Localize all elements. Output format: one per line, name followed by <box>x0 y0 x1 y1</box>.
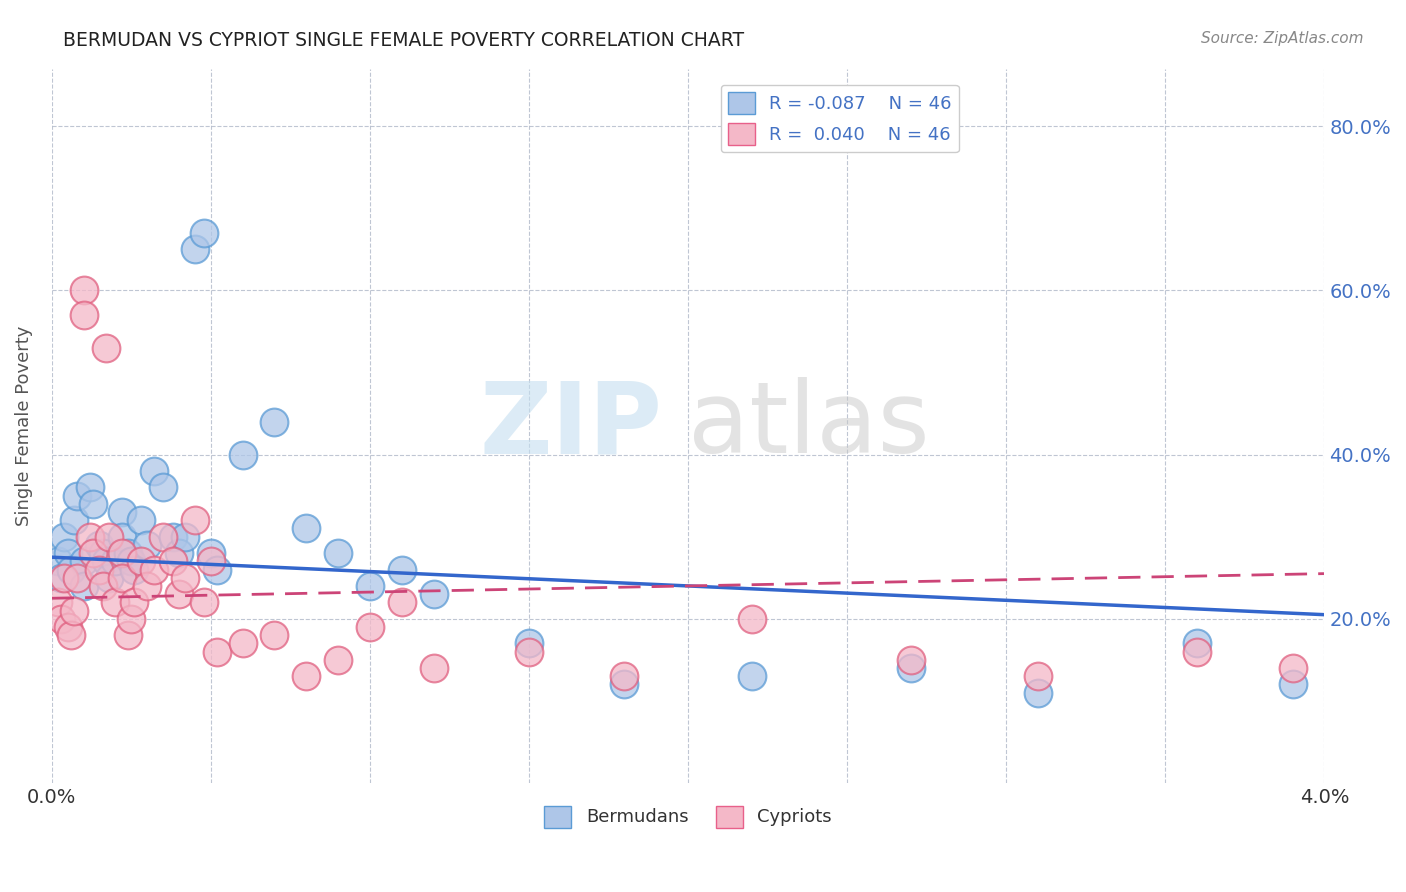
Point <box>98 530 121 544</box>
Point <box>142 464 165 478</box>
Point <box>1281 661 1303 675</box>
Point <box>53 571 76 585</box>
Point <box>63 513 86 527</box>
Point <box>1026 686 1049 700</box>
Point <box>167 587 190 601</box>
Point <box>174 530 197 544</box>
Point <box>162 554 184 568</box>
Point <box>59 562 82 576</box>
Text: ZIP: ZIP <box>479 377 662 475</box>
Point <box>104 554 127 568</box>
Y-axis label: Single Female Poverty: Single Female Poverty <box>15 326 32 526</box>
Point <box>613 677 636 691</box>
Point <box>263 628 285 642</box>
Point <box>46 595 69 609</box>
Point <box>263 415 285 429</box>
Point <box>111 505 134 519</box>
Point <box>326 546 349 560</box>
Point <box>51 612 73 626</box>
Point <box>111 530 134 544</box>
Point <box>152 530 174 544</box>
Point <box>124 562 146 576</box>
Point <box>104 595 127 609</box>
Point <box>295 669 318 683</box>
Point <box>422 587 444 601</box>
Point <box>152 480 174 494</box>
Point <box>72 579 94 593</box>
Point <box>391 595 413 609</box>
Point <box>89 562 111 576</box>
Point <box>232 448 254 462</box>
Text: BERMUDAN VS CYPRIOT SINGLE FEMALE POVERTY CORRELATION CHART: BERMUDAN VS CYPRIOT SINGLE FEMALE POVERT… <box>63 31 744 50</box>
Point <box>91 546 114 560</box>
Point <box>142 562 165 576</box>
Point <box>56 620 79 634</box>
Point <box>94 554 117 568</box>
Point <box>129 554 152 568</box>
Point <box>1185 645 1208 659</box>
Point <box>326 653 349 667</box>
Point <box>63 604 86 618</box>
Point <box>59 628 82 642</box>
Point <box>117 628 139 642</box>
Point <box>89 538 111 552</box>
Point <box>72 283 94 297</box>
Point <box>193 226 215 240</box>
Point <box>422 661 444 675</box>
Point <box>359 579 381 593</box>
Point <box>82 497 104 511</box>
Point <box>51 571 73 585</box>
Point <box>900 653 922 667</box>
Point <box>94 341 117 355</box>
Point <box>72 554 94 568</box>
Point <box>741 612 763 626</box>
Point <box>66 571 89 585</box>
Point <box>66 489 89 503</box>
Point <box>517 645 540 659</box>
Point <box>56 546 79 560</box>
Point <box>232 636 254 650</box>
Point <box>1185 636 1208 650</box>
Point <box>184 513 207 527</box>
Point <box>205 645 228 659</box>
Point <box>174 571 197 585</box>
Point <box>111 571 134 585</box>
Point <box>391 562 413 576</box>
Point <box>46 554 69 568</box>
Point <box>117 546 139 560</box>
Point <box>200 546 222 560</box>
Point <box>1281 677 1303 691</box>
Point <box>613 669 636 683</box>
Point <box>900 661 922 675</box>
Text: Source: ZipAtlas.com: Source: ZipAtlas.com <box>1201 31 1364 46</box>
Point <box>79 530 101 544</box>
Point <box>111 546 134 560</box>
Point <box>72 308 94 322</box>
Point <box>517 636 540 650</box>
Point <box>82 546 104 560</box>
Point <box>136 579 159 593</box>
Point <box>124 595 146 609</box>
Point <box>120 554 142 568</box>
Point <box>120 612 142 626</box>
Point <box>91 579 114 593</box>
Legend: Bermudans, Cypriots: Bermudans, Cypriots <box>537 798 839 835</box>
Point <box>200 554 222 568</box>
Point <box>53 530 76 544</box>
Point <box>167 546 190 560</box>
Point <box>79 480 101 494</box>
Point <box>741 669 763 683</box>
Point <box>359 620 381 634</box>
Text: atlas: atlas <box>688 377 929 475</box>
Point <box>295 521 318 535</box>
Point <box>129 513 152 527</box>
Point <box>1026 669 1049 683</box>
Point <box>162 530 184 544</box>
Point <box>193 595 215 609</box>
Point <box>136 538 159 552</box>
Point <box>184 242 207 256</box>
Point <box>205 562 228 576</box>
Point <box>98 571 121 585</box>
